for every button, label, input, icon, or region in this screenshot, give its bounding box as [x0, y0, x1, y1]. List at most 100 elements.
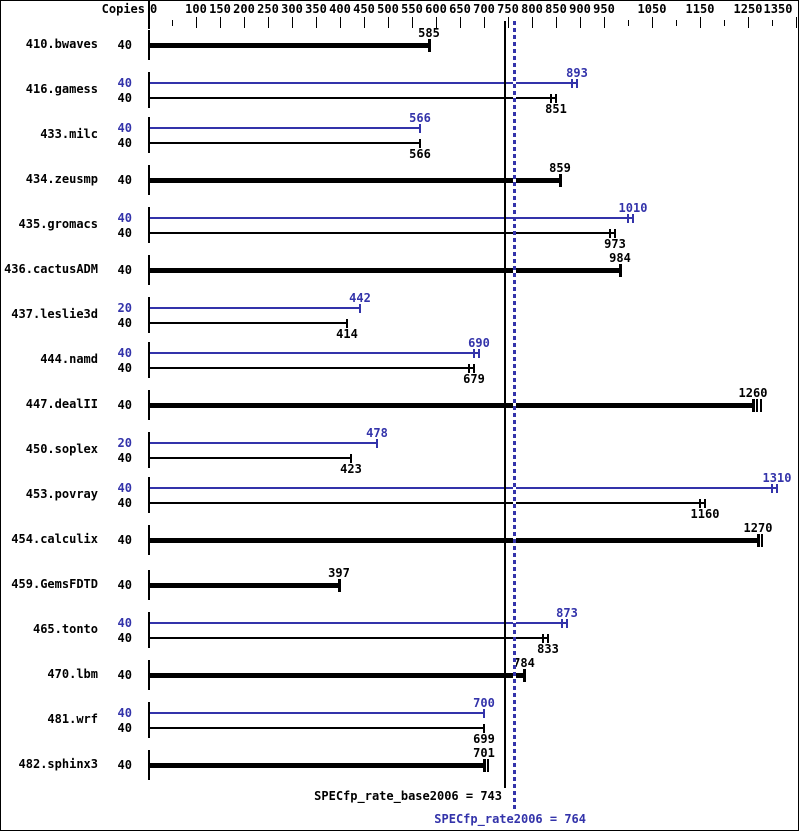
bar-end-marker [547, 634, 549, 643]
benchmark-label: 444.namd [40, 352, 98, 366]
bar-end-marker [483, 724, 485, 733]
row-axis-segment [148, 477, 150, 513]
axis-tick-label: 500 [377, 2, 399, 16]
copies-label: 40 [117, 346, 132, 360]
bar-value-label: 851 [545, 102, 567, 116]
run-tick-marker [760, 399, 762, 412]
bar-value-label: 699 [473, 732, 495, 746]
base-bar [150, 232, 615, 234]
bar-value-label: 984 [609, 251, 631, 265]
axis-tick-label: 1150 [685, 2, 715, 16]
axis-minor-tick [628, 20, 629, 26]
axis-tick-label: 1350 [763, 2, 793, 16]
benchmark-label: 450.soplex [25, 442, 98, 456]
copies-label: 40 [117, 496, 132, 510]
benchmark-label: 416.gamess [25, 82, 98, 96]
axis-tick-label: 1250 [733, 2, 763, 16]
run-tick-marker [487, 759, 489, 772]
base-bar [150, 673, 524, 678]
peak-bar [150, 217, 633, 219]
axis-major-tick [316, 17, 317, 28]
run-tick-marker [542, 634, 544, 643]
base-bar [150, 727, 484, 729]
copies-label: 40 [117, 706, 132, 720]
bar-end-marker [478, 349, 480, 358]
copies-label: 40 [117, 398, 132, 412]
axis-tick-label: 300 [281, 2, 303, 16]
run-tick-marker [699, 499, 701, 508]
row-axis-segment [148, 165, 150, 195]
row-axis-segment [148, 702, 150, 738]
base-bar [150, 637, 548, 639]
axis-major-tick [436, 17, 437, 28]
axis-major-tick [388, 17, 389, 28]
row-axis-segment [148, 432, 150, 468]
bar-end-marker [632, 214, 634, 223]
copies-label: 40 [117, 263, 132, 277]
run-tick-marker [756, 399, 758, 412]
base-bar [150, 763, 484, 768]
copies-label: 20 [117, 301, 132, 315]
row-axis-segment [148, 207, 150, 243]
bar-value-label: 873 [556, 606, 578, 620]
axis-minor-tick [172, 20, 173, 26]
bar-end-marker [704, 499, 706, 508]
axis-major-tick [532, 17, 533, 28]
bar-end-marker [350, 454, 352, 463]
run-tick-marker [468, 364, 470, 373]
peak-bar [150, 622, 567, 624]
axis-tick-label: 350 [305, 2, 327, 16]
bar-value-label: 973 [604, 237, 626, 251]
benchmark-label: 433.milc [40, 127, 98, 141]
axis-minor-tick [772, 20, 773, 26]
axis-tick-label: 100 [185, 2, 207, 16]
row-axis-segment [148, 255, 150, 285]
axis-major-tick [220, 17, 221, 28]
peak-bar [150, 712, 484, 714]
copies-label: 40 [117, 38, 132, 52]
bar-value-label: 701 [473, 746, 495, 760]
copies-label: 40 [117, 226, 132, 240]
copies-label: 40 [117, 631, 132, 645]
axis-major-tick [412, 17, 413, 28]
copies-label: 40 [117, 533, 132, 547]
axis-tick-label: 1050 [637, 2, 667, 16]
bar-end-marker [776, 484, 778, 493]
copies-label: 40 [117, 578, 132, 592]
base-bar [150, 142, 420, 144]
benchmark-label: 482.sphinx3 [18, 757, 98, 771]
axis-major-tick [484, 17, 485, 28]
bar-end-marker [614, 229, 616, 238]
row-axis-segment [148, 72, 150, 108]
benchmark-label: 481.wrf [47, 712, 98, 726]
base-bar [150, 538, 758, 543]
peak-bar [150, 82, 577, 84]
benchmark-label: 453.povray [25, 487, 98, 501]
bar-value-label: 859 [549, 161, 571, 175]
run-tick-marker [561, 619, 563, 628]
run-tick-marker [473, 349, 475, 358]
axis-tick-label: 900 [569, 2, 591, 16]
peak-mean-line [513, 21, 516, 809]
copies-label: 40 [117, 758, 132, 772]
benchmark-label: 436.cactusADM [4, 262, 98, 276]
run-tick-marker [771, 484, 773, 493]
bar-value-label: 414 [336, 327, 358, 341]
axis-major-tick [364, 17, 365, 28]
bar-value-label: 700 [473, 696, 495, 710]
copies-label: 40 [117, 76, 132, 90]
base-bar [150, 322, 347, 324]
y-axis-top-segment [148, 1, 150, 29]
copies-label: 40 [117, 361, 132, 375]
axis-major-tick [556, 17, 557, 28]
axis-tick-label: 450 [353, 2, 375, 16]
bar-end-marker [483, 759, 486, 772]
bar-value-label: 1010 [618, 201, 648, 215]
row-axis-segment [148, 297, 150, 333]
bar-end-marker [483, 709, 485, 718]
axis-tick-label: 950 [593, 2, 615, 16]
benchmark-label: 459.GemsFDTD [11, 577, 98, 591]
bar-value-label: 1310 [762, 471, 792, 485]
axis-major-tick [292, 17, 293, 28]
